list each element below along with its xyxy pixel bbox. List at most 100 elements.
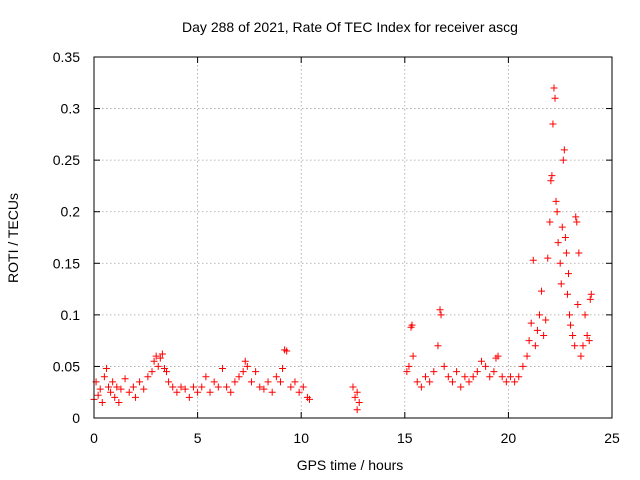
data-point	[494, 352, 502, 360]
data-point	[198, 383, 206, 391]
data-point	[181, 385, 189, 393]
data-point	[535, 311, 543, 319]
x-tick-label: 15	[397, 430, 413, 446]
data-point	[256, 383, 264, 391]
data-point	[554, 239, 562, 247]
data-point	[349, 383, 357, 391]
data-point	[241, 357, 249, 365]
data-point	[548, 172, 556, 180]
data-point	[529, 256, 537, 264]
data-point	[252, 368, 260, 376]
data-point	[453, 368, 461, 376]
y-tick-label: 0.05	[53, 358, 80, 374]
data-point	[511, 378, 519, 386]
data-point	[531, 342, 539, 350]
data-point	[430, 368, 438, 376]
data-point	[437, 311, 445, 319]
data-point	[111, 393, 119, 401]
data-point	[405, 362, 413, 370]
data-point	[291, 378, 299, 386]
data-point	[194, 388, 202, 396]
data-point	[469, 373, 477, 381]
data-point	[542, 316, 550, 324]
data-point	[202, 373, 210, 381]
data-point	[177, 383, 185, 391]
data-point	[353, 406, 361, 414]
data-point	[557, 280, 565, 288]
data-point	[482, 362, 490, 370]
x-tick-label: 5	[194, 430, 202, 446]
x-tick-label: 20	[501, 430, 517, 446]
data-point	[264, 378, 272, 386]
data-point	[129, 383, 137, 391]
data-point	[440, 362, 448, 370]
data-point	[353, 388, 361, 396]
data-point	[547, 177, 555, 185]
data-point	[413, 378, 421, 386]
data-point	[571, 342, 579, 350]
data-point	[477, 357, 485, 365]
data-point	[556, 259, 564, 267]
data-point	[550, 84, 558, 92]
data-point	[552, 197, 560, 205]
data-point	[533, 326, 541, 334]
data-point	[519, 362, 527, 370]
data-point	[239, 368, 247, 376]
data-point	[158, 350, 166, 358]
data-point	[125, 388, 133, 396]
data-point	[98, 399, 106, 407]
data-point	[96, 385, 104, 393]
data-point	[506, 373, 514, 381]
y-tick-label: 0.35	[53, 49, 80, 65]
data-point	[295, 388, 303, 396]
data-point	[515, 373, 523, 381]
y-tick-label: 0.25	[53, 152, 80, 168]
data-point	[156, 354, 164, 362]
data-point	[235, 373, 243, 381]
chart-title: Day 288 of 2021, Rate Of TEC Index for r…	[182, 19, 518, 35]
data-point	[575, 249, 583, 257]
data-point	[486, 373, 494, 381]
data-point	[218, 364, 226, 372]
data-point	[558, 223, 566, 231]
data-point	[417, 383, 425, 391]
data-point	[117, 385, 125, 393]
data-points	[90, 84, 595, 414]
data-point	[563, 290, 571, 298]
x-tick-label: 25	[604, 430, 620, 446]
data-point	[148, 368, 156, 376]
data-point	[579, 342, 587, 350]
grid	[94, 57, 612, 418]
data-point	[566, 311, 574, 319]
data-point	[163, 368, 171, 376]
data-point	[94, 391, 102, 399]
data-point	[105, 383, 113, 391]
data-point	[243, 362, 251, 370]
y-tick-label: 0.1	[61, 307, 81, 323]
data-point	[144, 373, 152, 381]
x-axis-label: GPS time / hours	[297, 457, 404, 473]
data-point	[560, 146, 568, 154]
data-point	[131, 393, 139, 401]
data-point	[268, 388, 276, 396]
data-point	[583, 331, 591, 339]
data-point	[150, 357, 158, 365]
data-point	[569, 331, 577, 339]
data-point	[473, 368, 481, 376]
data-point	[305, 395, 313, 403]
x-tick-label: 0	[90, 430, 98, 446]
data-point	[587, 290, 595, 298]
y-axis-label: ROTI / TECUs	[5, 193, 21, 283]
data-point	[169, 383, 177, 391]
data-point	[136, 378, 144, 386]
data-point	[567, 321, 575, 329]
y-tick-label: 0.2	[61, 204, 81, 220]
data-point	[523, 352, 531, 360]
data-point	[457, 383, 465, 391]
data-point	[490, 368, 498, 376]
data-point	[189, 383, 197, 391]
data-point	[279, 364, 287, 372]
data-point	[185, 393, 193, 401]
plot-frame	[93, 56, 613, 419]
data-point	[562, 249, 570, 257]
